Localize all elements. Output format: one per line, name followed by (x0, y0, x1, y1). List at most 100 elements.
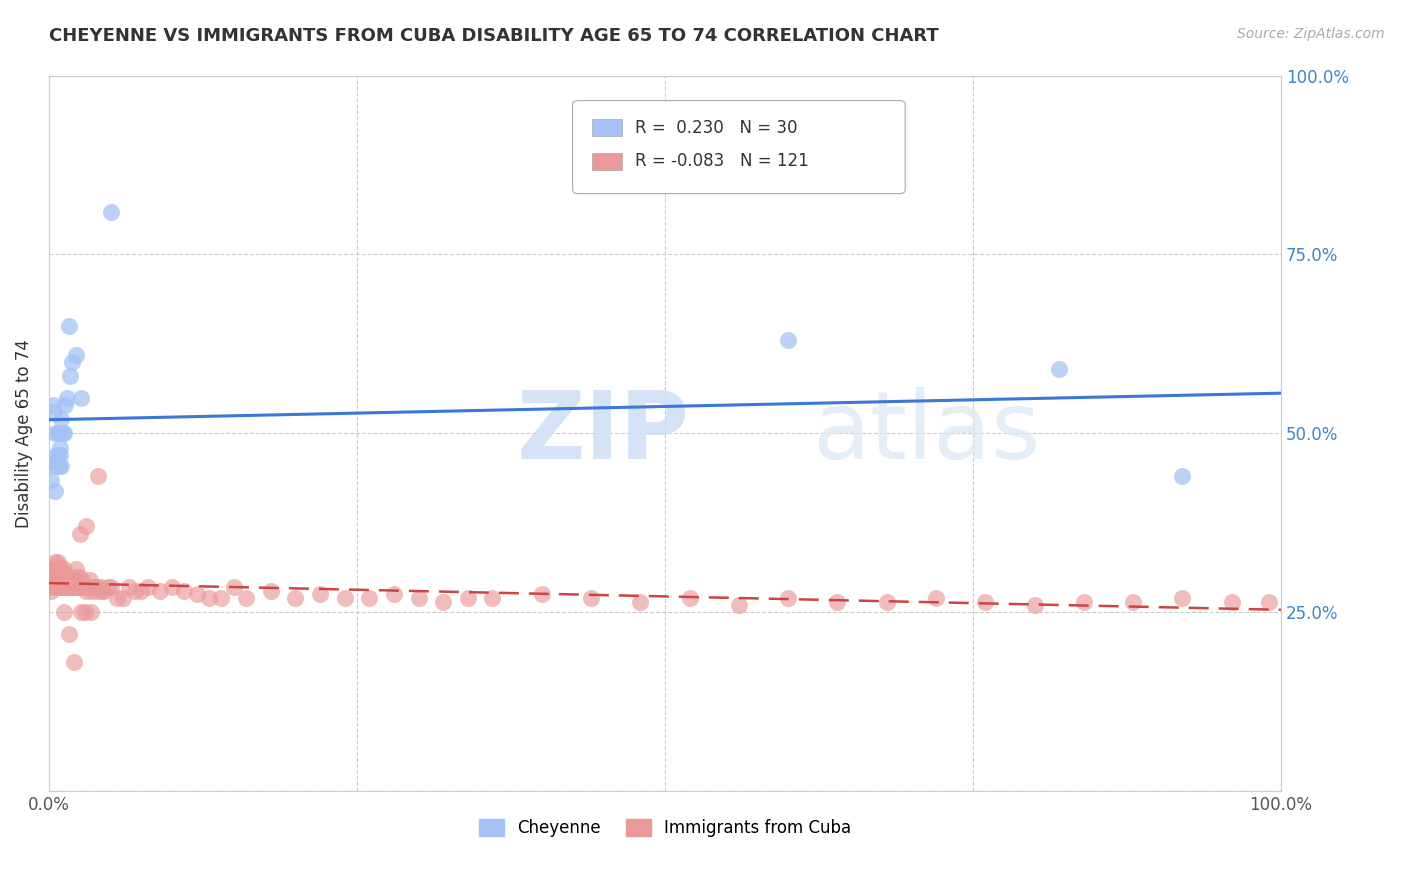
Point (79, 573, 101, 587)
Text: ZIP: ZIP (517, 387, 690, 479)
Point (70, 605, 93, 619)
Point (41, 398, 63, 412)
Point (44, 555, 66, 569)
Point (974, 594, 997, 608)
Point (579, 591, 602, 605)
Point (52, 605, 75, 619)
Point (91, 583, 114, 598)
Point (628, 594, 651, 608)
Point (60, 355, 83, 369)
Point (56, 391, 79, 405)
Point (48, 569, 70, 583)
Point (48, 562, 70, 576)
FancyBboxPatch shape (592, 153, 621, 170)
Point (51, 562, 73, 576)
Point (52, 426, 75, 441)
Y-axis label: Disability Age 65 to 74: Disability Age 65 to 74 (15, 339, 32, 528)
Point (1024, 598, 1046, 612)
Point (63, 580, 86, 594)
Point (481, 591, 503, 605)
Point (678, 591, 700, 605)
Point (284, 591, 307, 605)
Point (56, 569, 79, 583)
Point (46, 426, 69, 441)
Point (93, 583, 115, 598)
Point (56, 580, 79, 594)
Point (83, 580, 105, 594)
Point (80, 583, 103, 598)
Point (59, 580, 82, 594)
Point (124, 583, 146, 598)
Point (44, 569, 66, 583)
Point (53, 398, 76, 412)
Point (87, 469, 110, 483)
Point (530, 587, 553, 601)
Point (41, 569, 63, 583)
Point (359, 591, 381, 605)
Point (111, 591, 134, 605)
Point (408, 591, 430, 605)
Point (67, 580, 90, 594)
Point (41, 473, 63, 487)
Point (65, 348, 87, 362)
Point (1122, 594, 1144, 608)
Point (66, 569, 89, 583)
Point (76, 580, 98, 594)
Point (58, 569, 80, 583)
Point (1171, 469, 1194, 483)
Point (55, 580, 77, 594)
Point (62, 656, 84, 670)
Point (100, 580, 122, 594)
Point (59, 369, 82, 384)
Point (45, 580, 67, 594)
Point (48, 458, 70, 473)
Point (51, 458, 73, 473)
Point (44, 483, 66, 498)
Point (457, 591, 479, 605)
Point (925, 591, 948, 605)
Point (44, 573, 66, 587)
Point (235, 591, 257, 605)
Point (778, 591, 800, 605)
Point (51, 580, 73, 594)
Point (58, 319, 80, 334)
Point (49, 441, 72, 455)
Point (53, 573, 76, 587)
Point (46, 580, 69, 594)
Point (70, 573, 93, 587)
Text: Source: ZipAtlas.com: Source: ZipAtlas.com (1237, 27, 1385, 41)
Point (48, 426, 70, 441)
Point (728, 598, 751, 612)
Point (1220, 594, 1243, 608)
Point (75, 519, 97, 533)
Point (42, 573, 65, 587)
Point (42, 569, 65, 583)
Point (222, 580, 245, 594)
Point (41, 576, 63, 591)
Point (75, 583, 97, 598)
Point (827, 594, 849, 608)
Text: R =  0.230   N = 30: R = 0.230 N = 30 (636, 119, 797, 136)
Point (42, 562, 65, 576)
Point (41, 569, 63, 583)
Point (53, 580, 76, 594)
Point (60, 580, 83, 594)
Point (49, 580, 72, 594)
Point (65, 573, 87, 587)
Point (309, 587, 332, 601)
Point (53, 569, 76, 583)
Point (778, 334, 800, 348)
Point (42, 455, 65, 469)
Point (51, 580, 73, 594)
Point (97, 580, 120, 594)
Point (51, 573, 73, 587)
Point (260, 583, 283, 598)
Point (49, 573, 72, 587)
Point (44, 426, 66, 441)
Point (69, 569, 91, 583)
Point (173, 583, 195, 598)
Point (60, 580, 83, 594)
Point (211, 591, 233, 605)
Point (80, 605, 103, 619)
Point (60, 573, 83, 587)
